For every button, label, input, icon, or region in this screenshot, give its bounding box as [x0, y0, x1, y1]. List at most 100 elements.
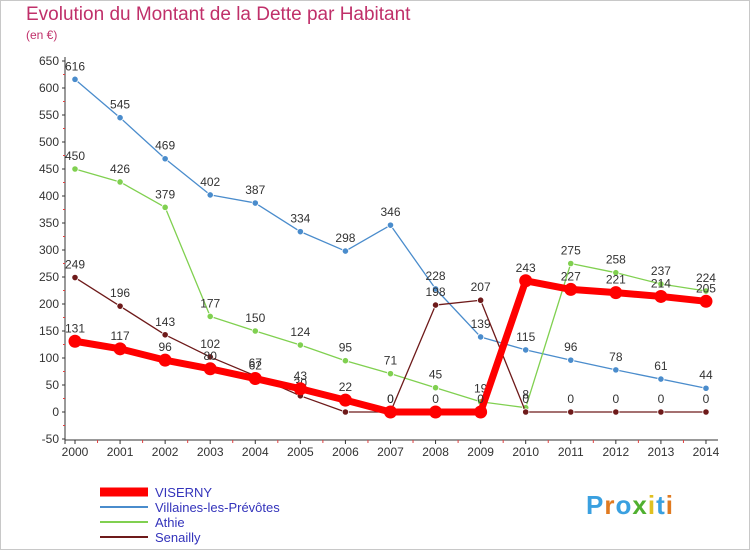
data-label: 8: [522, 388, 529, 402]
x-tick-label: 2002: [152, 445, 179, 459]
y-tick-label: 650: [39, 54, 59, 68]
legend-item: Athie: [155, 515, 185, 530]
y-tick-label: 400: [39, 189, 59, 203]
data-point: [612, 269, 620, 277]
data-label: 131: [65, 321, 85, 335]
data-point: [206, 353, 214, 361]
y-tick-label: 500: [39, 135, 59, 149]
data-label: 62: [249, 359, 263, 373]
data-point: [519, 274, 533, 288]
data-point: [71, 165, 79, 173]
data-point: [386, 221, 395, 229]
data-label: 237: [651, 264, 671, 278]
data-point: [612, 408, 620, 416]
data-point: [116, 178, 124, 186]
data-point: [474, 405, 488, 419]
y-tick-label: 350: [39, 216, 59, 230]
x-tick-label: 2001: [107, 445, 134, 459]
data-point: [113, 342, 127, 356]
data-point: [251, 199, 259, 207]
data-label: 616: [65, 59, 85, 73]
data-point: [293, 382, 307, 396]
data-label: 298: [335, 231, 355, 245]
data-point: [71, 75, 79, 83]
legend-item: Villaines-les-Prévôtes: [155, 500, 280, 515]
logo-letter: i: [665, 490, 674, 520]
data-label: 214: [651, 276, 671, 290]
data-point: [203, 362, 217, 376]
data-point: [116, 114, 124, 122]
data-label: 221: [606, 273, 626, 287]
chart-unit-label: (en €): [26, 28, 58, 42]
data-label: 379: [155, 187, 175, 201]
logo-letter: o: [615, 490, 633, 520]
data-label: 117: [110, 329, 129, 343]
data-point: [161, 155, 169, 163]
data-point: [477, 333, 485, 341]
chart-title: Evolution du Montant de la Dette par Hab…: [26, 4, 411, 25]
x-tick-label: 2011: [558, 445, 584, 459]
data-label: 61: [654, 359, 668, 373]
logo-letter: P: [586, 490, 605, 520]
data-label: 0: [387, 392, 394, 406]
data-label: 545: [110, 98, 130, 112]
data-label: 198: [426, 285, 446, 299]
data-label: 44: [699, 368, 713, 382]
data-point: [657, 408, 665, 416]
data-label: 334: [290, 212, 310, 226]
data-point: [699, 294, 713, 308]
legend-item: VISERNY: [155, 485, 212, 500]
y-tick-label: 200: [39, 297, 59, 311]
y-tick-label: 100: [39, 351, 59, 365]
y-tick-label: 50: [46, 378, 60, 392]
data-label: 224: [696, 271, 716, 285]
data-point: [386, 370, 395, 378]
data-label: 227: [561, 269, 581, 283]
logo-letter: r: [604, 490, 616, 520]
logo-letter: i: [647, 490, 657, 520]
data-label: 450: [65, 149, 85, 163]
y-tick-label: -50: [42, 432, 60, 446]
data-label: 150: [245, 311, 265, 325]
data-label: 0: [567, 392, 574, 406]
x-tick-label: 2008: [422, 445, 449, 459]
data-point: [429, 405, 443, 419]
data-label: 0: [387, 392, 394, 406]
data-label: 0: [432, 392, 439, 406]
data-point: [702, 408, 710, 416]
logo-letter: x: [632, 490, 648, 520]
data-point: [654, 289, 668, 303]
x-tick-label: 2014: [693, 445, 720, 459]
data-label: 0: [658, 392, 665, 406]
data-point: [431, 384, 440, 392]
data-point: [431, 301, 440, 309]
data-point: [116, 302, 124, 310]
y-tick-label: 150: [39, 324, 59, 338]
data-point: [567, 259, 575, 268]
x-tick-label: 2006: [332, 445, 359, 459]
y-tick-label: 300: [39, 243, 59, 257]
data-label: 78: [609, 350, 623, 364]
data-point: [702, 384, 710, 392]
data-point: [341, 357, 350, 365]
data-point: [657, 375, 665, 383]
data-label: 71: [384, 354, 398, 368]
data-label: 469: [155, 139, 175, 153]
data-point: [522, 408, 530, 416]
data-label: 43: [294, 369, 308, 383]
data-point: [68, 334, 82, 348]
data-label: 205: [696, 281, 716, 295]
x-tick-label: 2000: [62, 445, 89, 459]
data-point: [206, 191, 214, 199]
data-label: 0: [477, 392, 484, 406]
y-tick-label: 550: [39, 108, 59, 122]
data-label: 249: [65, 258, 85, 272]
data-point: [158, 353, 172, 367]
logo-letter: t: [656, 490, 666, 520]
data-point: [206, 312, 214, 321]
legend-item: Senailly: [155, 530, 201, 545]
x-tick-label: 2005: [287, 445, 314, 459]
data-point: [296, 341, 304, 349]
data-point: [161, 331, 169, 339]
data-label: 95: [339, 341, 353, 355]
